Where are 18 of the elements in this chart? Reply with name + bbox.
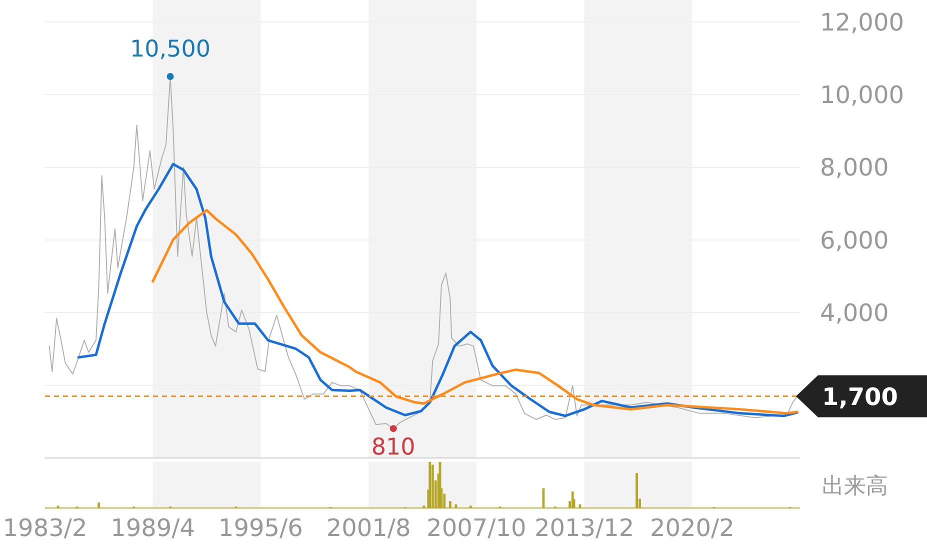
x-tick-label: 2007/10 bbox=[426, 514, 526, 542]
y-axis-title: 出来高 bbox=[822, 474, 888, 499]
x-tick-label: 2013/12 bbox=[534, 514, 634, 542]
x-tick-label: 2020/2 bbox=[650, 514, 734, 542]
x-tick-label: 1995/6 bbox=[218, 514, 303, 542]
y-tick-label: 6,000 bbox=[820, 226, 889, 254]
line-series bbox=[77, 162, 798, 418]
x-tick-label: 2001/8 bbox=[326, 514, 411, 542]
y-tick-label: 8,000 bbox=[820, 154, 889, 182]
x-tick-label: 1983/2 bbox=[2, 514, 88, 542]
ref-line-label: 1,700 bbox=[822, 382, 898, 411]
y-tick-label: 4,000 bbox=[820, 299, 889, 328]
annotation: 10,500 bbox=[130, 36, 211, 62]
x-tick-label: 1989/4 bbox=[110, 514, 196, 542]
y-tick-label: 10,000 bbox=[820, 81, 904, 110]
y-tick-label: 12,000 bbox=[820, 8, 904, 36]
price-tag: 1,700 bbox=[796, 375, 927, 418]
annotation: 810 bbox=[371, 434, 416, 461]
